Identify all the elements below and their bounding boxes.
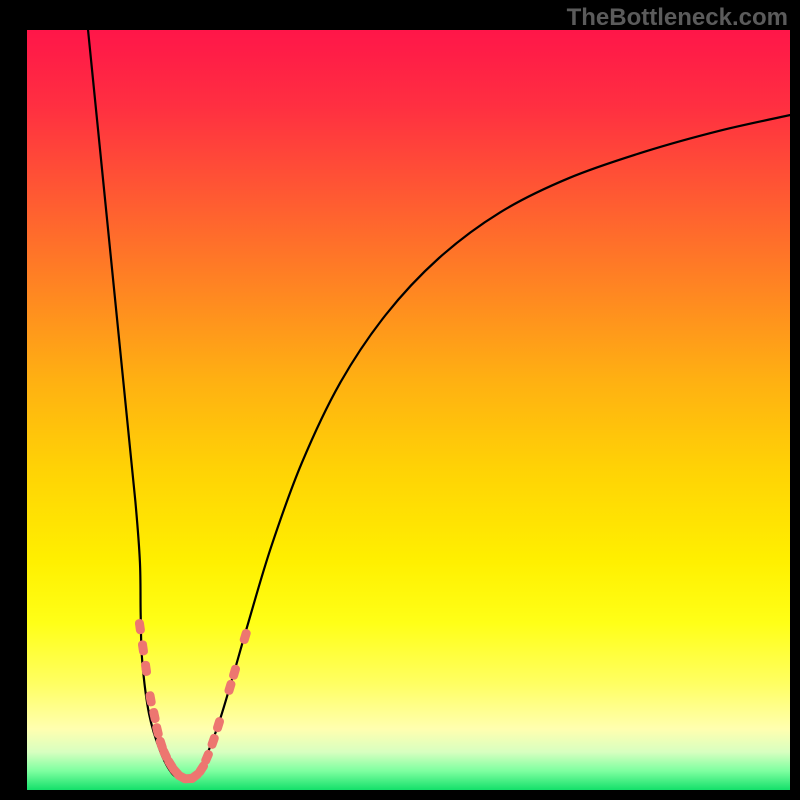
marker	[223, 679, 236, 696]
frame: TheBottleneck.com	[0, 0, 800, 800]
chart-svg	[27, 30, 790, 790]
marker	[206, 733, 219, 750]
marker	[137, 640, 148, 656]
marker	[228, 664, 241, 681]
curve-right	[183, 115, 790, 781]
marker	[140, 660, 151, 676]
curve-left	[88, 30, 183, 781]
bottleneck-curve-chart	[27, 30, 790, 790]
watermark-text: TheBottleneck.com	[567, 4, 788, 32]
marker	[151, 722, 163, 739]
marker	[134, 619, 145, 635]
marker	[239, 628, 252, 645]
marker-group	[134, 619, 251, 785]
marker	[212, 716, 225, 733]
